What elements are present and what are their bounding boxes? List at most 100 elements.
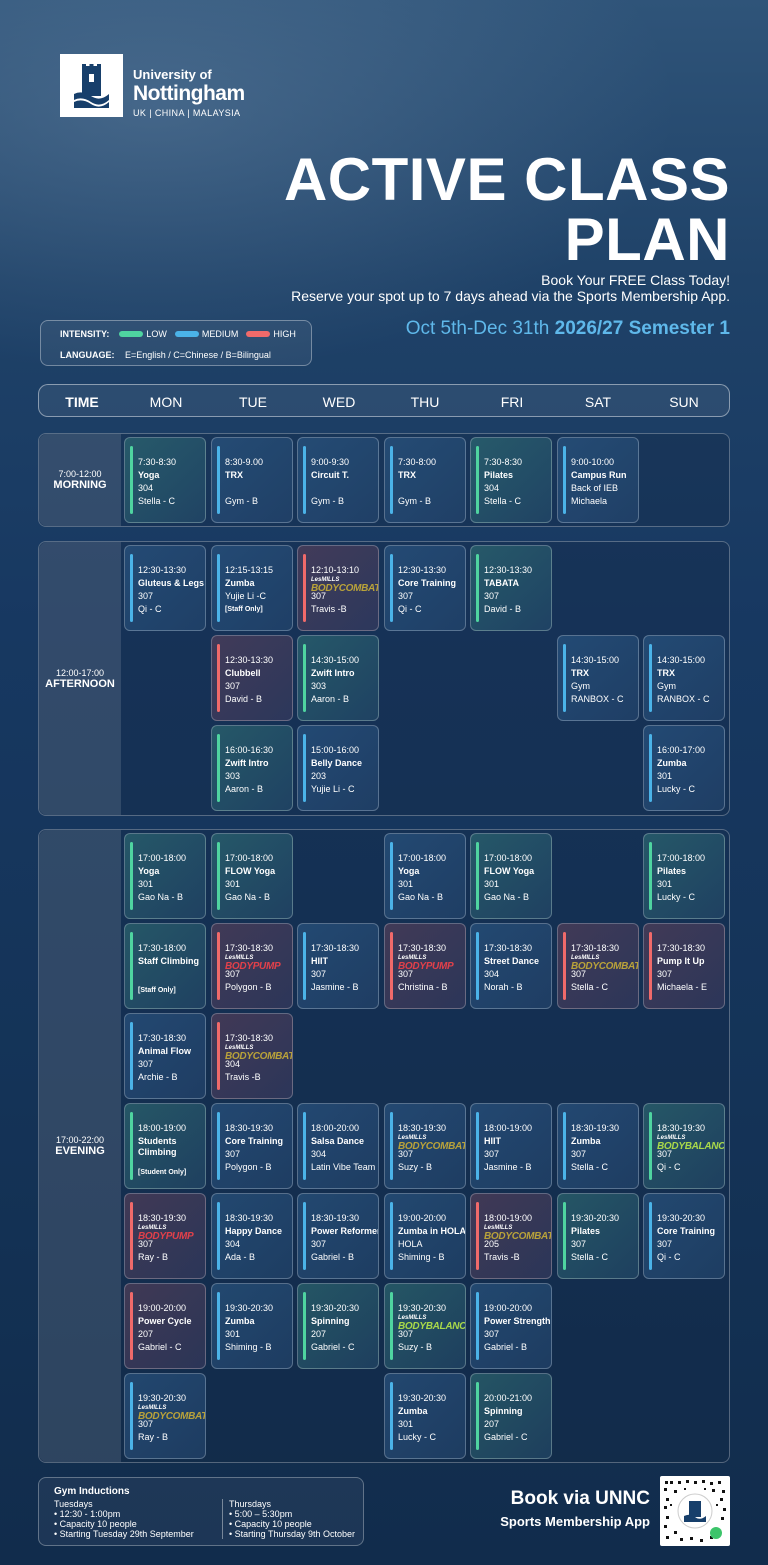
class-card[interactable]: 12:30-13:30 Clubbell 307 David - B [211, 635, 293, 721]
class-room: Gym [657, 681, 676, 691]
class-room: 304 [225, 1239, 241, 1249]
class-room: 307 [571, 1149, 587, 1159]
class-instructor: Aaron - B [225, 784, 264, 794]
class-card[interactable]: 16:00-16:30 Zwift Intro 303 Aaron - B [211, 725, 293, 811]
class-card[interactable]: 17:00-18:00 Yoga 301 Gao Na - B [124, 833, 206, 919]
class-time: 19:00-20:00 [138, 1303, 187, 1313]
intensity-bar [390, 1382, 393, 1450]
class-card[interactable]: 16:00-17:00 Zumba 301 Lucky - C [643, 725, 725, 811]
class-card[interactable]: 18:30-19:30 Core Training 307 Polygon - B [211, 1103, 293, 1189]
intensity-bar [390, 932, 393, 1000]
day-header-thu: THU [410, 394, 440, 410]
class-card[interactable]: 17:00-18:00 FLOW Yoga 301 Gao Na - B [211, 833, 293, 919]
class-card[interactable]: 17:00-18:00 Yoga 301 Gao Na - B [384, 833, 466, 919]
class-card[interactable]: 15:00-16:00 Belly Dance 203 Yujie Li - C [297, 725, 379, 811]
class-card[interactable]: 12:30-13:30 Core Training 307 Qi - C [384, 545, 466, 631]
class-card[interactable]: 14:30-15:00 Zwift Intro 303 Aaron - B [297, 635, 379, 721]
class-card[interactable]: 17:00-18:00 Pilates 301 Lucky - C [643, 833, 725, 919]
class-card[interactable]: 19:30-20:30 Core Training 307 Qi - C [643, 1193, 725, 1279]
class-instructor: Suzy - B [398, 1162, 433, 1172]
class-card[interactable]: 18:30-19:30 LesMILLS BODYCOMBAT 307 Suzy - B [384, 1103, 466, 1189]
class-instructor: Ray - B [138, 1252, 169, 1262]
intensity-bar [217, 932, 220, 1000]
class-card[interactable]: 8:30-9.00 TRX Gym - B [211, 437, 293, 523]
class-card[interactable]: 19:30-20:30 Spinning 207 Gabriel - C [297, 1283, 379, 1369]
intensity-bar [303, 1202, 306, 1270]
class-time: 17:30-18:30 [138, 1033, 187, 1043]
class-card[interactable]: 7:30-8:30 Pilates 304 Stella - C [470, 437, 552, 523]
class-card[interactable]: 18:00-20:00 Salsa Dance 304 Latin Vibe Team… [297, 1103, 379, 1189]
class-card[interactable]: 17:30-18:30 Pump It Up 307 Michaela - E [643, 923, 725, 1009]
qr-code[interactable] [660, 1476, 730, 1546]
class-card[interactable]: 12:30-13:30 TABATA 307 David - B [470, 545, 552, 631]
class-time: 19:30-20:30 [225, 1303, 274, 1313]
class-card[interactable]: 17:30-18:00 Staff Climbing [Staff Only] [124, 923, 206, 1009]
class-card[interactable]: 20:00-21:00 Spinning 207 Gabriel - C [470, 1373, 552, 1459]
class-card[interactable]: 18:00-19:00 HIIT 307 Jasmine - B [470, 1103, 552, 1189]
class-card[interactable]: 19:30-20:30 LesMILLS BODYCOMBAT 307 Ray - B [124, 1373, 206, 1459]
intensity-bar [217, 644, 220, 712]
class-card[interactable]: 18:00-19:00 LesMILLS BODYCOMBAT 205 Travis -… [470, 1193, 552, 1279]
class-card[interactable]: 17:30-18:30 Street Dance 304 Norah - B [470, 923, 552, 1009]
class-card[interactable]: 9:00-9:30 Circuit T. Gym - B [297, 437, 379, 523]
class-card[interactable]: 14:30-15:00 TRX Gym RANBOX - C [557, 635, 639, 721]
class-time: 19:30-20:30 [657, 1213, 706, 1223]
class-card[interactable]: 17:30-18:30 LesMILLS BODYCOMBAT 304 Travis -… [211, 1013, 293, 1099]
intensity-bar [130, 446, 133, 514]
class-card[interactable]: 12:15-13:15 Zumba Yujie Li -C [Staff Only] [211, 545, 293, 631]
class-name: Spinning [484, 1406, 523, 1416]
class-card[interactable]: 17:30-18:30 LesMILLS BODYPUMP 307 Christina … [384, 923, 466, 1009]
class-time: 19:30-20:30 [311, 1303, 360, 1313]
class-card[interactable]: 17:30-18:30 LesMILLS BODYCOMBAT 307 Stella -… [557, 923, 639, 1009]
class-card[interactable]: 19:00-20:00 Power Cycle 207 Gabriel - C [124, 1283, 206, 1369]
induction-line: • 12:30 - 1:00pm [54, 1509, 121, 1519]
program-logo: BODYCOMBAT [484, 1231, 552, 1242]
lesmills-logo: LesMILLS [571, 955, 600, 961]
class-card[interactable]: 7:30-8:30 Yoga 304 Stella - C [124, 437, 206, 523]
intensity-bar [476, 932, 479, 1000]
class-time: 18:30-19:30 [225, 1123, 274, 1133]
class-card[interactable]: 12:30-13:30 Gluteus & Legs 307 Qi - C [124, 545, 206, 631]
class-card[interactable]: 12:10-13:10 LesMILLS BODYCOMBAT 307 Travis -… [297, 545, 379, 631]
class-time: 17:00-18:00 [225, 853, 274, 863]
intensity-bar [130, 1292, 133, 1360]
class-name: Yoga [398, 866, 420, 876]
class-instructor: Gym - B [311, 496, 344, 506]
class-room: 304 [484, 969, 500, 979]
class-name: TRX [657, 668, 675, 678]
high-pill-icon [246, 331, 271, 337]
class-room: 304 [484, 483, 500, 493]
class-time: 19:30-20:30 [571, 1213, 620, 1223]
class-name: TRX [398, 470, 416, 480]
class-card[interactable]: 19:00-20:00 Zumba in HOLA HOLA Shiming - B [384, 1193, 466, 1279]
class-room: 301 [225, 1329, 241, 1339]
class-card[interactable]: 17:30-18:30 LesMILLS BODYPUMP 307 Polygon - … [211, 923, 293, 1009]
class-instructor: Shiming - B [398, 1252, 445, 1262]
class-card[interactable]: 9:00-10:00 Campus Run Back of IEB Michaela [557, 437, 639, 523]
class-card[interactable]: 17:30-18:30 HIIT 307 Jasmine - B [297, 923, 379, 1009]
class-card[interactable]: 19:30-20:30 LesMILLS BODYBALANCE 307 Suzy - … [384, 1283, 466, 1369]
class-card[interactable]: 19:30-20:30 Zumba 301 Shiming - B [211, 1283, 293, 1369]
class-time: 12:30-13:30 [484, 565, 533, 575]
class-name: Zwift Intro [311, 668, 355, 678]
class-card[interactable]: 18:00-19:00 Students Climbing [Student Only… [124, 1103, 206, 1189]
program-logo: BODYBALANCE [398, 1321, 466, 1332]
class-card[interactable]: 7:30-8:00 TRX Gym - B [384, 437, 466, 523]
class-card[interactable]: 18:30-19:30 LesMILLS BODYBALANCE 307 Qi - C [643, 1103, 725, 1189]
class-time: 17:00-18:00 [484, 853, 533, 863]
class-card[interactable]: 18:30-19:30 LesMILLS BODYPUMP 307 Ray - B [124, 1193, 206, 1279]
class-card[interactable]: 18:30-19:30 Power Reformer 307 Gabriel - B [297, 1193, 379, 1279]
class-card[interactable]: 19:00-20:00 Power Strength 307 Gabriel - B [470, 1283, 552, 1369]
class-card[interactable]: 17:00-18:00 FLOW Yoga 301 Gao Na - B [470, 833, 552, 919]
intensity-bar [130, 842, 133, 910]
class-card[interactable]: 18:30-19:30 Happy Dance 304 Ada - B [211, 1193, 293, 1279]
class-card[interactable]: 19:30-20:30 Pilates 307 Stella - C [557, 1193, 639, 1279]
intensity-bar [130, 1382, 133, 1450]
class-card[interactable]: 17:30-18:30 Animal Flow 307 Archie - B [124, 1013, 206, 1099]
class-card[interactable]: 19:30-20:30 Zumba 301 Lucky - C [384, 1373, 466, 1459]
class-card[interactable]: 18:30-19:30 Zumba 307 Stella - C [557, 1103, 639, 1189]
intensity-bar [303, 1112, 306, 1180]
class-instructor: Gabriel - C [138, 1342, 182, 1352]
section-label: 17:00-22:00 EVENING [39, 830, 121, 1462]
class-card[interactable]: 14:30-15:00 TRX Gym RANBOX - C [643, 635, 725, 721]
